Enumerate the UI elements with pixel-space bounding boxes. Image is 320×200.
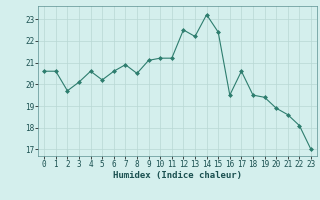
X-axis label: Humidex (Indice chaleur): Humidex (Indice chaleur)	[113, 171, 242, 180]
